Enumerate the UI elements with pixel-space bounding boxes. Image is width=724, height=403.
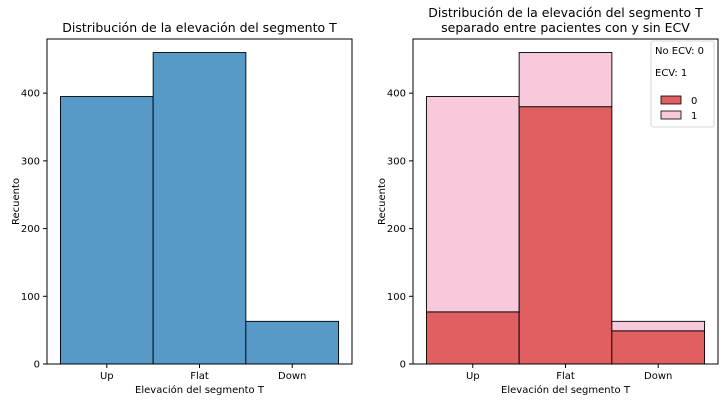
legend-swatch-0 [660, 95, 682, 105]
legend-note: ECV: 1 [655, 68, 687, 79]
legend: No ECV: 0 ECV: 1 0 1 [650, 40, 715, 128]
y-tick-label: 200 [21, 224, 40, 235]
y-tick-label: 200 [387, 224, 406, 235]
legend-label-0: 0 [691, 96, 697, 107]
y-tick-label: 0 [34, 360, 40, 371]
x-tick-label: Down [644, 371, 672, 382]
legend-box [650, 40, 715, 128]
x-tick-label: Flat [556, 371, 575, 382]
x-tick-label: Up [466, 371, 480, 382]
x-tick-label: Down [278, 371, 306, 382]
right-plot: Up Flat Down 0 100 200 300 400 Elevación del seg… [377, 5, 719, 396]
legend-swatch-1 [660, 110, 682, 120]
bar-down-series-1 [611, 320, 706, 332]
bar-down [245, 320, 340, 365]
chart-title-line: Distribución de la elevación del segment… [428, 5, 703, 20]
y-tick-label: 0 [400, 360, 406, 371]
bar-flat-series-0 [518, 106, 613, 365]
y-tick-label: 300 [387, 156, 406, 167]
plot-frame [46, 38, 353, 365]
y-axis-label: Recuento [11, 178, 22, 225]
bar-up-series-0 [425, 311, 520, 365]
chart-title: Distribución de la elevación del segment… [62, 20, 337, 35]
left-plot: Up Flat Down 0 100 200 300 400 Elevación del seg… [11, 20, 353, 396]
y-tick-label: 300 [21, 156, 40, 167]
x-axis-label: Elevación del segmento T [135, 384, 265, 396]
legend-note: No ECV: 0 [655, 46, 704, 57]
bar-up-series-1 [425, 96, 520, 313]
y-tick-label: 400 [21, 89, 40, 100]
y-tick-label: 100 [21, 292, 40, 303]
y-tick-label: 400 [387, 89, 406, 100]
legend-label-1: 1 [691, 111, 697, 122]
bar-flat [152, 52, 247, 365]
x-axis-label: Elevación del segmento T [501, 384, 631, 396]
bar-flat-series-1 [518, 52, 613, 108]
bar-down-series-0 [611, 330, 706, 365]
y-tick-label: 100 [387, 292, 406, 303]
chart-title-line: separado entre pacientes con y sin ECV [441, 20, 690, 35]
bar-up [59, 96, 154, 365]
plot-frame [412, 38, 719, 365]
y-axis-label: Recuento [377, 178, 388, 225]
x-tick-label: Up [100, 371, 114, 382]
x-tick-label: Flat [190, 371, 209, 382]
